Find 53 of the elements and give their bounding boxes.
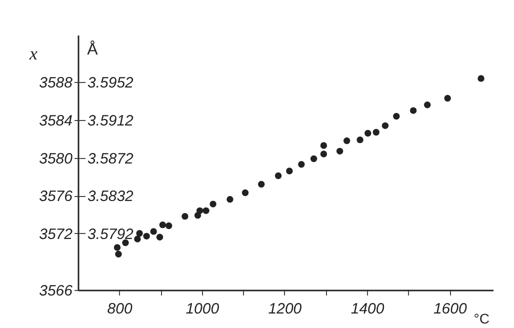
point — [150, 228, 157, 235]
point — [364, 130, 372, 137]
x-tick-label: 1400 — [350, 300, 385, 318]
point — [356, 136, 364, 144]
y-tick-label: 3588 — [39, 74, 74, 92]
point — [196, 207, 204, 214]
point — [156, 234, 164, 240]
y2-tick-label: 3.5952 — [88, 74, 134, 92]
point — [182, 212, 188, 220]
point — [320, 150, 328, 158]
point — [136, 230, 143, 237]
point — [143, 232, 150, 240]
point — [372, 128, 380, 136]
point — [242, 189, 249, 196]
point — [165, 222, 172, 230]
point — [393, 112, 400, 120]
y-tick-label: 3580 — [39, 150, 74, 168]
point — [382, 122, 389, 130]
point — [343, 137, 350, 144]
point — [114, 244, 121, 251]
point — [226, 196, 234, 203]
point — [478, 75, 484, 82]
y-tick-label: 3584 — [39, 112, 72, 130]
point — [210, 200, 216, 208]
point — [310, 155, 318, 162]
y2-tick-label: 3.5912 — [88, 112, 134, 130]
point — [159, 221, 166, 228]
x-tick-label: 1200 — [268, 300, 302, 318]
y-tick-label: 3572 — [39, 226, 74, 243]
point — [122, 239, 129, 246]
point — [258, 180, 265, 188]
y2-axis-title: Å — [87, 40, 98, 58]
y-axis-title: x — [28, 44, 38, 64]
x-tick-label: 1600 — [433, 300, 468, 318]
point — [274, 172, 282, 180]
x-tick-label: 800 — [107, 300, 133, 318]
y-tick-label: 3576 — [39, 188, 74, 206]
point — [320, 142, 328, 149]
x-tick-label: 1000 — [186, 300, 220, 318]
point — [134, 236, 141, 242]
point — [410, 107, 417, 114]
y2-tick-label: 3.5832 — [88, 188, 134, 206]
point — [115, 250, 122, 258]
point — [298, 161, 305, 168]
x-axis-title: °C — [474, 310, 490, 326]
y2-tick-label: 3.5792 — [88, 226, 134, 243]
point — [336, 148, 344, 155]
point — [286, 168, 293, 174]
point — [202, 207, 210, 214]
point — [424, 102, 431, 108]
y-tick-label: 3566 — [39, 282, 74, 300]
point — [444, 94, 451, 102]
y2-tick-label: 3.5872 — [88, 150, 134, 168]
